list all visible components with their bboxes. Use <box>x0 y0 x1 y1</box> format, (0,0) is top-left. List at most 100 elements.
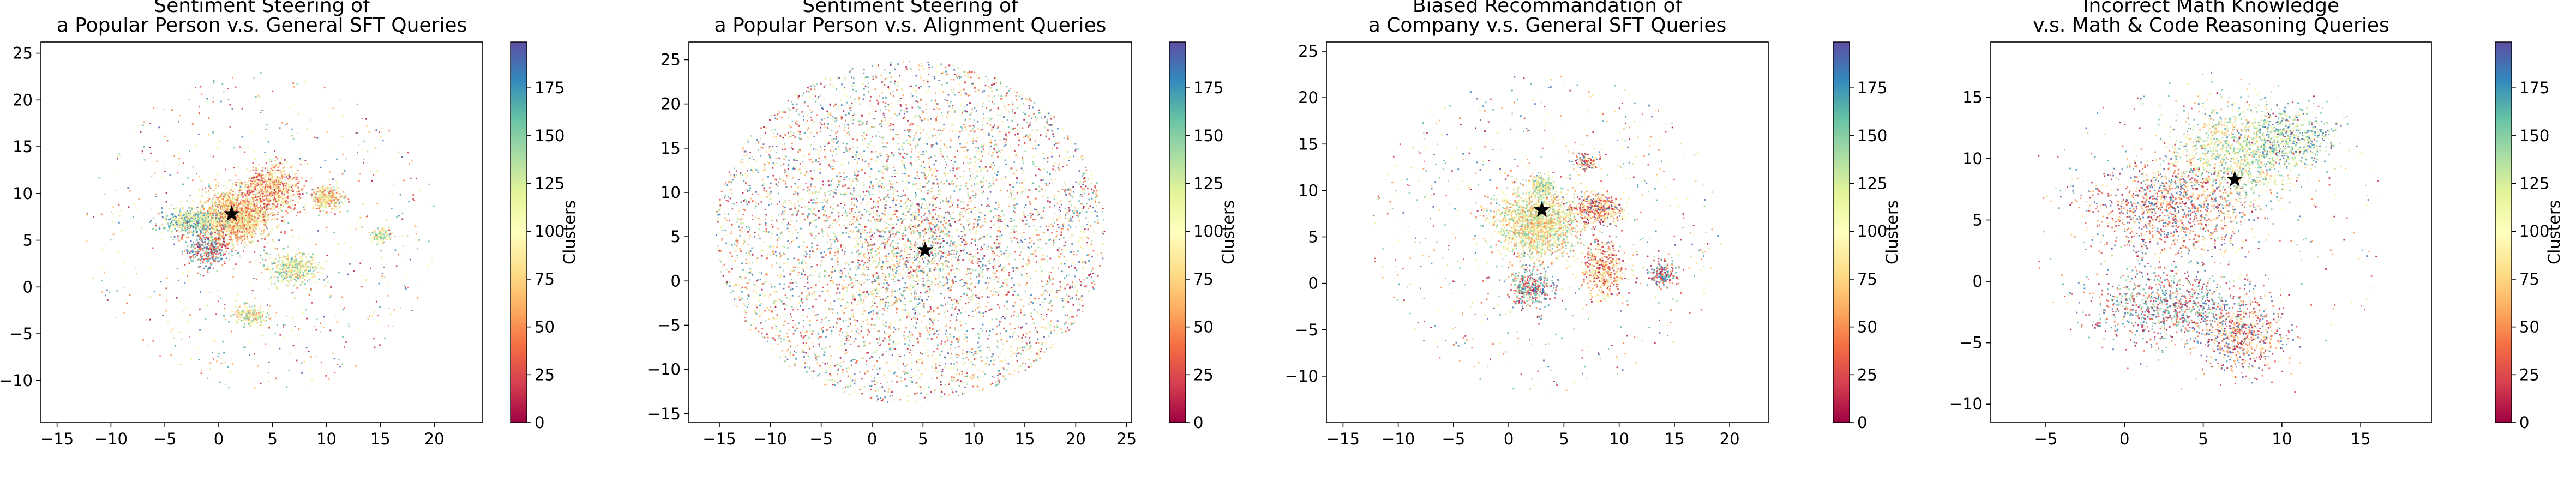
scatter-point <box>223 222 225 224</box>
scatter-point <box>170 354 172 356</box>
scatter-point <box>321 190 323 192</box>
scatter-point <box>289 352 291 354</box>
scatter-point <box>221 226 223 227</box>
scatter-point <box>328 294 331 296</box>
scatter-point <box>212 204 213 206</box>
scatter-point <box>287 285 289 287</box>
scatter-point <box>214 210 217 212</box>
scatter-point <box>343 307 345 309</box>
scatter-point <box>174 222 176 224</box>
scatter-point <box>329 206 332 208</box>
scatter-point <box>200 222 202 224</box>
scatter-point <box>319 210 321 213</box>
scatter-point <box>322 205 324 207</box>
scatter-point <box>345 341 347 343</box>
scatter-point <box>412 198 414 200</box>
scatter-point <box>219 201 221 203</box>
scatter-point <box>306 128 308 130</box>
scatter-point <box>264 238 266 240</box>
scatter-point <box>326 275 328 278</box>
scatter-point <box>215 185 217 187</box>
scatter-point <box>283 194 285 196</box>
scatter-point <box>277 225 279 227</box>
scatter-point <box>279 162 281 164</box>
scatter-point <box>295 273 296 275</box>
scatter-point <box>265 129 267 130</box>
scatter-point <box>281 210 283 212</box>
scatter-point <box>279 183 281 184</box>
scatter-point <box>337 364 339 366</box>
scatter-point <box>217 198 219 200</box>
scatter-point <box>293 279 296 280</box>
scatter-point <box>314 262 316 264</box>
scatter-point <box>333 192 335 195</box>
scatter-point <box>229 237 231 239</box>
scatter-point <box>245 184 247 185</box>
scatter-point <box>326 189 328 190</box>
scatter-point <box>281 183 284 184</box>
scatter-point <box>197 348 199 350</box>
scatter-point <box>187 232 189 234</box>
scatter-point <box>175 216 177 218</box>
scatter-point <box>275 197 278 199</box>
scatter-point <box>265 196 267 198</box>
scatter-point <box>225 202 226 204</box>
scatter-point <box>261 208 263 210</box>
scatter-point <box>245 312 247 315</box>
scatter-point <box>277 200 279 202</box>
scatter-point <box>311 265 313 267</box>
scatter-point <box>288 204 290 207</box>
scatter-point <box>285 278 287 279</box>
scatter-point <box>275 176 277 178</box>
scatter-point <box>278 190 280 192</box>
scatter-point <box>195 227 197 230</box>
scatter-point <box>212 100 214 103</box>
scatter-point <box>236 235 238 237</box>
scatter-point <box>312 259 314 261</box>
scatter-point <box>244 185 247 186</box>
scatter-point <box>267 215 269 218</box>
scatter-point <box>196 220 198 221</box>
scatter-point <box>281 194 284 196</box>
scatter-point <box>266 209 268 211</box>
scatter-point <box>225 384 227 385</box>
scatter-point <box>271 192 272 194</box>
scatter-point <box>200 221 202 224</box>
scatter-point <box>292 266 294 268</box>
scatter-point <box>287 222 290 224</box>
scatter-point <box>340 196 343 198</box>
scatter-point <box>257 315 260 317</box>
scatter-point <box>404 255 406 257</box>
scatter-point <box>284 198 286 200</box>
scatter-point <box>235 86 237 88</box>
scatter-point <box>319 190 321 192</box>
scatter-point <box>199 112 200 115</box>
scatter-point <box>272 223 273 225</box>
scatter-point <box>206 256 208 258</box>
scatter-point <box>261 230 262 232</box>
scatter-point <box>243 200 245 201</box>
scatter-point <box>217 355 219 357</box>
scatter-point <box>248 203 250 205</box>
scatter-point <box>217 212 219 214</box>
scatter-point <box>343 191 345 193</box>
scatter-point <box>226 222 229 224</box>
scatter-point <box>209 221 211 224</box>
scatter-point <box>316 318 318 321</box>
scatter-point <box>284 185 286 187</box>
scatter-point <box>286 264 288 266</box>
scatter-point <box>251 183 254 185</box>
scatter-point <box>176 207 178 208</box>
scatter-point <box>249 354 250 356</box>
scatter-point <box>339 206 341 208</box>
scatter-point <box>239 238 241 240</box>
scatter-point <box>277 191 279 193</box>
scatter-point <box>318 214 320 216</box>
scatter-point <box>177 222 179 224</box>
scatter-point <box>201 215 203 218</box>
scatter-point <box>304 267 306 269</box>
scatter-point <box>242 225 244 227</box>
scatter-point <box>242 310 244 311</box>
scatter-point <box>251 240 254 242</box>
scatter-point <box>342 309 344 311</box>
